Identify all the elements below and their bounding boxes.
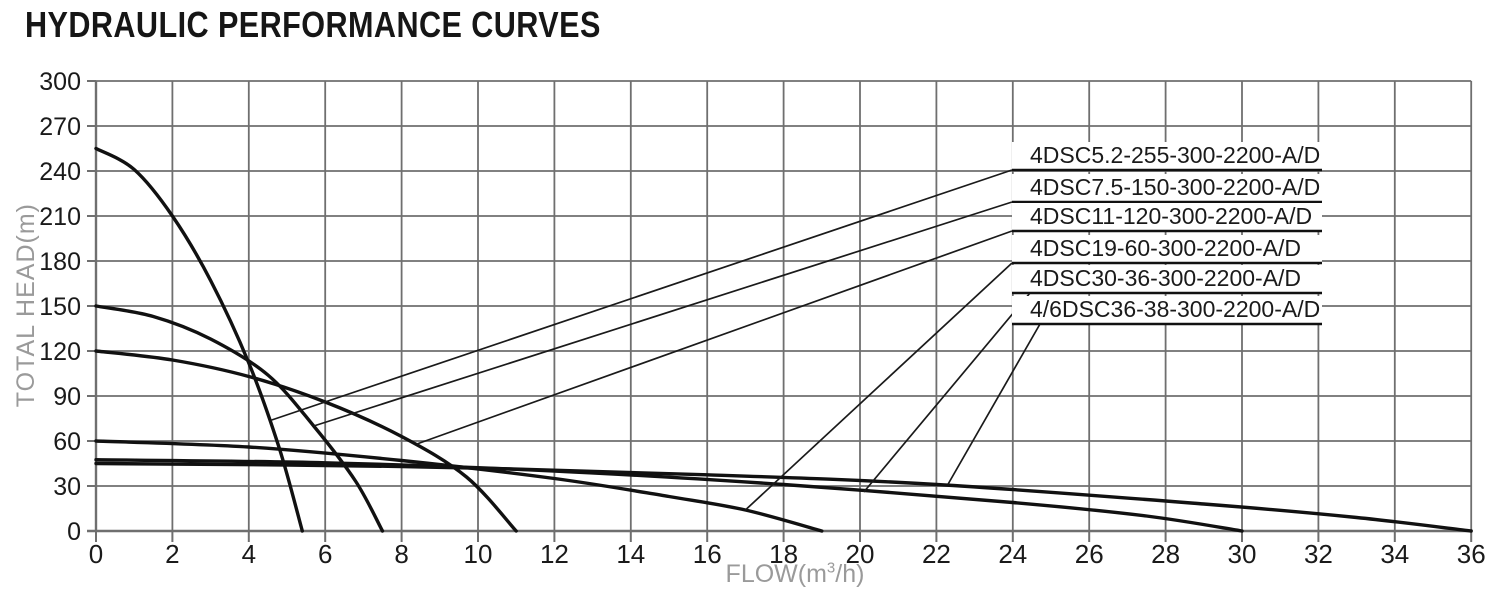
- y-tick-label-270: 270: [39, 113, 81, 141]
- callout-label-0: 4DSC5.2-255-300-2200-A/D: [1030, 142, 1320, 168]
- y-tick-label-60: 60: [53, 428, 81, 456]
- callout-leader-5: [947, 323, 1041, 485]
- x-tick-label-34: 34: [1380, 539, 1409, 569]
- curve-series-0: [94, 146, 304, 533]
- callout-label-2: 4DSC11-120-300-2200-A/D: [1030, 203, 1312, 229]
- callout-leader-0: [271, 169, 1013, 421]
- y-tick-label-150: 150: [39, 293, 81, 321]
- callout-label-4: 4DSC30-36-300-2200-A/D: [1030, 265, 1301, 291]
- x-tick-label-30: 30: [1228, 539, 1257, 569]
- chart-title: HYDRAULIC PERFORMANCE CURVES: [25, 4, 601, 45]
- y-axis-title: TOTAL HEAD(m): [12, 203, 40, 408]
- x-tick-label-24: 24: [998, 539, 1027, 569]
- x-tick-label-18: 18: [769, 539, 798, 569]
- x-tick-label-22: 22: [922, 539, 951, 569]
- x-axis-title-post: /h): [835, 560, 865, 588]
- y-tick-label-180: 180: [39, 248, 81, 276]
- y-tick-label-300: 300: [39, 68, 81, 96]
- x-tick-label-2: 2: [165, 539, 179, 569]
- callout-label-3: 4DSC19-60-300-2200-A/D: [1030, 235, 1301, 261]
- callout-leader-2: [416, 230, 1013, 445]
- x-tick-label-6: 6: [318, 539, 332, 569]
- callout-label-5: 4/6DSC36-38-300-2200-A/D: [1030, 296, 1320, 322]
- callout-leader-4: [863, 292, 1031, 493]
- curve-series-3: [94, 439, 824, 533]
- x-tick-label-26: 26: [1075, 539, 1104, 569]
- x-tick-label-4: 4: [242, 539, 256, 569]
- x-axis-title-sup: 3: [826, 559, 836, 577]
- callout-leader-3: [744, 262, 1013, 511]
- x-tick-label-14: 14: [616, 539, 645, 569]
- y-tick-label-0: 0: [67, 518, 81, 546]
- callout-box-1: [1012, 174, 1322, 202]
- x-tick-label-16: 16: [693, 539, 722, 569]
- curve-series-4: [94, 458, 1244, 533]
- x-axis-title-pre: FLOW(m: [725, 560, 827, 588]
- curve-series-5: [94, 461, 1473, 533]
- x-tick-label-12: 12: [540, 539, 569, 569]
- y-tick-label-120: 120: [39, 338, 81, 366]
- callout-box-0: [1012, 142, 1322, 170]
- callout-leader-1: [313, 201, 1013, 427]
- callout-box-2: [1012, 203, 1322, 231]
- x-tick-label-10: 10: [464, 539, 493, 569]
- callout-label-1: 4DSC7.5-150-300-2200-A/D: [1030, 174, 1320, 200]
- y-tick-label-240: 240: [39, 158, 81, 186]
- x-axis-title: FLOW(m3/h): [726, 560, 865, 589]
- x-tick-label-0: 0: [89, 539, 103, 569]
- x-tick-label-32: 32: [1304, 539, 1333, 569]
- callout-box-5: [1012, 296, 1322, 324]
- callout-box-3: [1012, 235, 1322, 263]
- y-tick-label-210: 210: [39, 203, 81, 231]
- y-tick-label-30: 30: [53, 473, 81, 501]
- callout-box-4: [1012, 265, 1322, 293]
- y-tick-label-90: 90: [53, 383, 81, 411]
- x-tick-label-28: 28: [1151, 539, 1180, 569]
- x-tick-label-20: 20: [846, 539, 875, 569]
- x-tick-label-8: 8: [394, 539, 408, 569]
- x-tick-label-36: 36: [1457, 539, 1486, 569]
- curve-series-1: [94, 304, 385, 533]
